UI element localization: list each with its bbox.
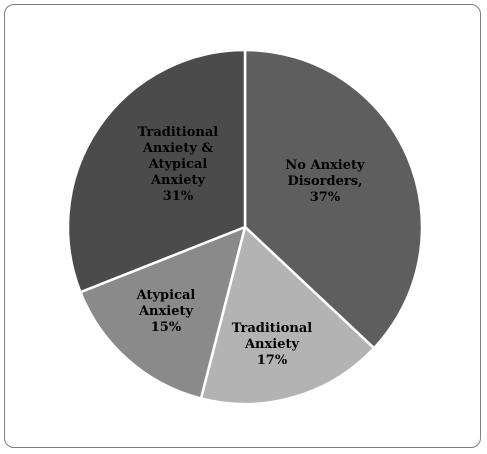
pie-slice-label-4: Traditional Anxiety & Atypical Anxiety 31% (138, 125, 219, 204)
pie-slice-label-line: Anxiety (138, 304, 194, 319)
pie-slice-label-3: Atypical Anxiety 15% (136, 288, 196, 335)
pie-slice-label-line: Disorders, (287, 174, 362, 189)
pie-slice-2 (199, 225, 376, 406)
pie-slice-label-line: Atypical (148, 157, 208, 172)
pie-slice-label-line: 17% (257, 353, 288, 368)
pie-slice-label-line: No Anxiety (285, 158, 365, 173)
pie-slice-label-line: Anxiety & (142, 141, 214, 156)
pie-slices (66, 48, 424, 406)
pie-slice-1 (243, 48, 424, 350)
pie-slice-3 (79, 225, 247, 400)
pie-slice-label-line: Anxiety (244, 337, 300, 352)
pie-slice-label-line: 31% (163, 189, 194, 204)
pie-slice-label-line: Anxiety (150, 173, 206, 188)
pie-slice-label-2: Traditional Anxiety 17% (232, 321, 313, 368)
pie-labels: No Anxiety Disorders, 37%Traditional Anxiet… (136, 125, 365, 368)
pie-slice-label-line: 15% (151, 320, 182, 335)
pie-slice-label-line: Traditional (138, 125, 219, 140)
pie-slice-label-1: No Anxiety Disorders, 37% (285, 158, 365, 205)
pie-slice-label-line: Traditional (232, 321, 313, 336)
pie-slice-label-line: Atypical (136, 288, 196, 303)
pie-slice-label-line: 37% (310, 190, 341, 205)
pie-slice-4 (66, 48, 247, 294)
